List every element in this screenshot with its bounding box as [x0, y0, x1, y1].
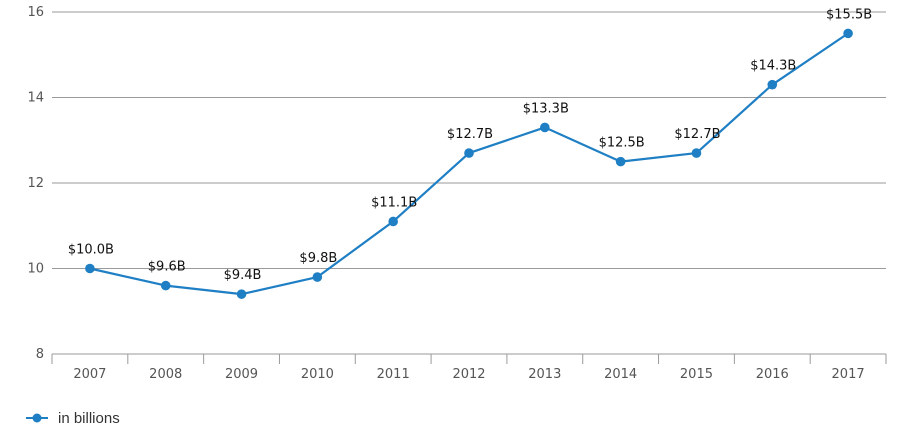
y-tick-label: 10 — [27, 262, 44, 277]
x-tick-label: 2013 — [528, 367, 561, 382]
x-tick-label: 2017 — [832, 367, 865, 382]
data-label: $12.5B — [599, 136, 645, 151]
y-tick-label: 14 — [27, 91, 44, 106]
y-tick-label: 8 — [36, 347, 44, 362]
data-point — [85, 263, 95, 274]
data-point — [843, 28, 853, 39]
x-tick-label: 2016 — [756, 367, 789, 382]
data-point — [464, 148, 474, 158]
x-tick-label: 2011 — [377, 367, 410, 382]
data-label: $9.6B — [148, 260, 186, 275]
data-label: $9.4B — [224, 268, 262, 283]
legend: in billions — [26, 410, 120, 427]
data-point — [767, 79, 778, 90]
data-label: $11.1B — [371, 195, 417, 210]
series-line-group — [85, 28, 853, 299]
x-tick-label: 2010 — [301, 367, 334, 382]
y-tick-label: 16 — [27, 5, 44, 20]
legend-label: in billions — [58, 410, 120, 427]
x-tick-label: 2008 — [149, 367, 182, 382]
x-tick-label: 2007 — [73, 367, 106, 382]
x-tick-label: 2015 — [680, 367, 713, 382]
data-label: $9.8B — [299, 251, 337, 266]
series-line — [89, 32, 849, 296]
data-point — [615, 156, 626, 167]
legend-marker-icon — [32, 413, 42, 423]
x-tick-label: 2009 — [225, 367, 258, 382]
data-label: $10.0B — [68, 243, 114, 258]
data-point — [160, 280, 171, 291]
gridlines — [52, 11, 886, 355]
data-point — [388, 216, 398, 227]
x-tick-label: 2014 — [604, 367, 637, 382]
data-label: $14.3B — [750, 59, 796, 74]
data-label: $12.7B — [447, 127, 493, 142]
data-label: $13.3B — [523, 101, 569, 116]
data-point — [691, 148, 702, 158]
data-label: $15.5B — [826, 7, 872, 22]
x-tick-label: 2012 — [452, 367, 485, 382]
data-label: $12.7B — [674, 127, 720, 142]
data-point — [312, 272, 323, 282]
y-tick-label: 12 — [27, 176, 44, 191]
data-labels: $10.0B $9.6B $9.4B $9.8B $11.1B $12.7B $13.3B $… — [68, 7, 872, 283]
data-point — [236, 289, 247, 299]
x-axis: 2007 2008 2009 2010 2011 2012 2013 2014 2015 2016… — [51, 354, 887, 382]
data-point — [540, 122, 550, 133]
y-axis-ticks: 8 10 12 14 16 — [27, 5, 44, 362]
